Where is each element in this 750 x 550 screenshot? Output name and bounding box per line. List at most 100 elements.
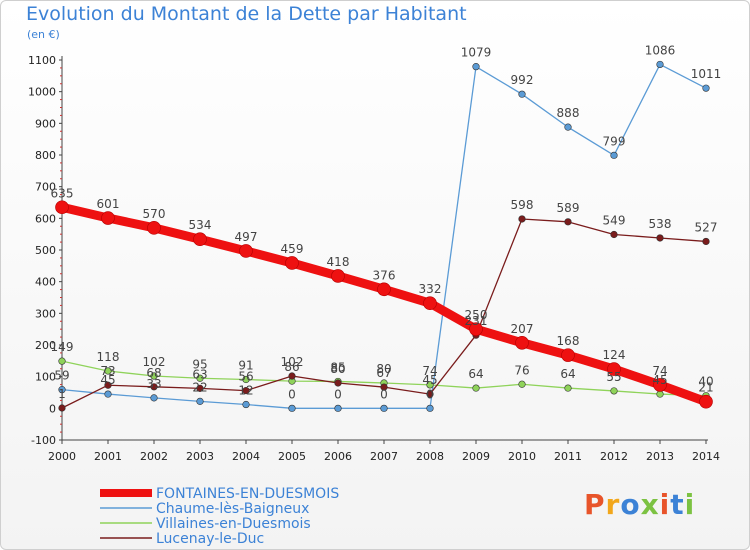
data-point (196, 397, 204, 405)
legend-label: FONTAINES-EN-DUESMOIS (156, 486, 339, 502)
data-point (193, 232, 207, 247)
data-label: 0 (426, 387, 434, 401)
data-point (702, 84, 710, 92)
y-tick-label: 900 (35, 117, 56, 130)
y-tick-label: 400 (35, 276, 56, 289)
data-label: 0 (380, 387, 388, 401)
data-point (564, 384, 572, 392)
data-label: 601 (97, 197, 120, 211)
legend-label: Lucenay-le-Duc (156, 531, 264, 547)
logo-letter: i (684, 488, 696, 521)
data-label: 534 (189, 218, 212, 232)
data-label: 497 (235, 230, 258, 244)
data-label: 118 (97, 350, 120, 364)
data-point (196, 374, 204, 382)
data-point (104, 367, 112, 375)
data-point (331, 269, 345, 283)
data-label: 549 (603, 213, 626, 227)
x-tick-label: 2001 (94, 450, 122, 463)
data-label: 149 (51, 340, 74, 354)
data-point (334, 379, 342, 387)
data-point (55, 200, 69, 215)
data-label: 80 (376, 362, 391, 376)
data-point (288, 404, 296, 412)
data-point (656, 60, 664, 69)
x-tick-label: 2010 (508, 450, 536, 463)
data-label: 1 (58, 387, 66, 401)
data-point (561, 348, 575, 362)
x-tick-label: 2008 (416, 450, 444, 463)
data-point (472, 384, 480, 392)
data-label: 102 (281, 355, 304, 369)
data-label: 22 (192, 380, 207, 394)
x-tick-label: 2000 (48, 450, 76, 463)
y-tick-label: 1000 (28, 86, 56, 99)
legend-label: Villaines-en-Duesmois (156, 516, 311, 532)
legend-label: Chaume-lès-Baigneux (156, 501, 309, 517)
y-tick-label: 0 (49, 402, 56, 415)
data-point (518, 380, 526, 388)
data-label: 231 (465, 314, 488, 328)
proxiti-logo: Proxiti (584, 488, 695, 521)
data-point (656, 234, 664, 242)
data-label: 888 (557, 106, 580, 120)
data-label: 74 (652, 364, 667, 378)
logo-letter: t (670, 488, 685, 521)
data-label: 570 (143, 207, 166, 221)
x-tick-label: 2013 (646, 450, 674, 463)
y-tick-label: 800 (35, 149, 56, 162)
data-label: 63 (192, 367, 207, 381)
logo-letter: o (620, 488, 641, 521)
data-label: 33 (146, 377, 161, 391)
data-label: 67 (376, 366, 391, 380)
data-label: 91 (238, 359, 253, 373)
data-label: 168 (557, 334, 580, 348)
data-label: 86 (284, 360, 299, 374)
x-tick-label: 2009 (462, 450, 490, 463)
data-label: 418 (327, 255, 350, 269)
data-label: 250 (465, 308, 488, 322)
data-point (334, 404, 342, 412)
data-point (58, 357, 66, 365)
data-point (150, 383, 158, 391)
data-point (104, 390, 112, 398)
data-label: 68 (146, 366, 161, 380)
y-tick-label: -100 (31, 434, 56, 447)
y-tick-label: 500 (35, 244, 56, 257)
data-label: 538 (649, 217, 672, 231)
data-point (150, 372, 158, 380)
data-label: 64 (468, 367, 483, 381)
data-label: 95 (192, 357, 207, 371)
logo-letter: r (605, 488, 621, 521)
legend: FONTAINES-EN-DUESMOISChaume-lès-Baigneux… (100, 486, 339, 547)
data-point (58, 386, 66, 394)
data-point (610, 387, 618, 395)
data-label: 85 (330, 360, 345, 374)
data-label: 12 (238, 384, 253, 398)
y-tick-label: 100 (35, 371, 56, 384)
x-tick-label: 2005 (278, 450, 306, 463)
x-tick-label: 2006 (324, 450, 352, 463)
data-label: 80 (330, 362, 345, 376)
data-label: 332 (419, 282, 442, 296)
data-point (242, 387, 250, 395)
data-point (656, 390, 664, 398)
chart-title: Evolution du Montant de la Dette par Hab… (26, 3, 467, 25)
data-point (239, 244, 253, 258)
data-label: 40 (698, 375, 713, 389)
data-point (653, 378, 667, 392)
y-tick-label: 700 (35, 181, 56, 194)
data-label: 1086 (645, 43, 676, 57)
data-point (469, 322, 483, 336)
data-label: 459 (281, 242, 304, 256)
data-label: 55 (606, 370, 621, 384)
data-point (426, 404, 434, 412)
data-point (515, 335, 529, 350)
data-point (423, 296, 437, 311)
y-tick-label: 300 (35, 307, 56, 320)
x-tick-label: 2014 (692, 450, 720, 463)
data-point (288, 372, 296, 380)
data-point (564, 218, 572, 226)
data-point (58, 404, 66, 412)
